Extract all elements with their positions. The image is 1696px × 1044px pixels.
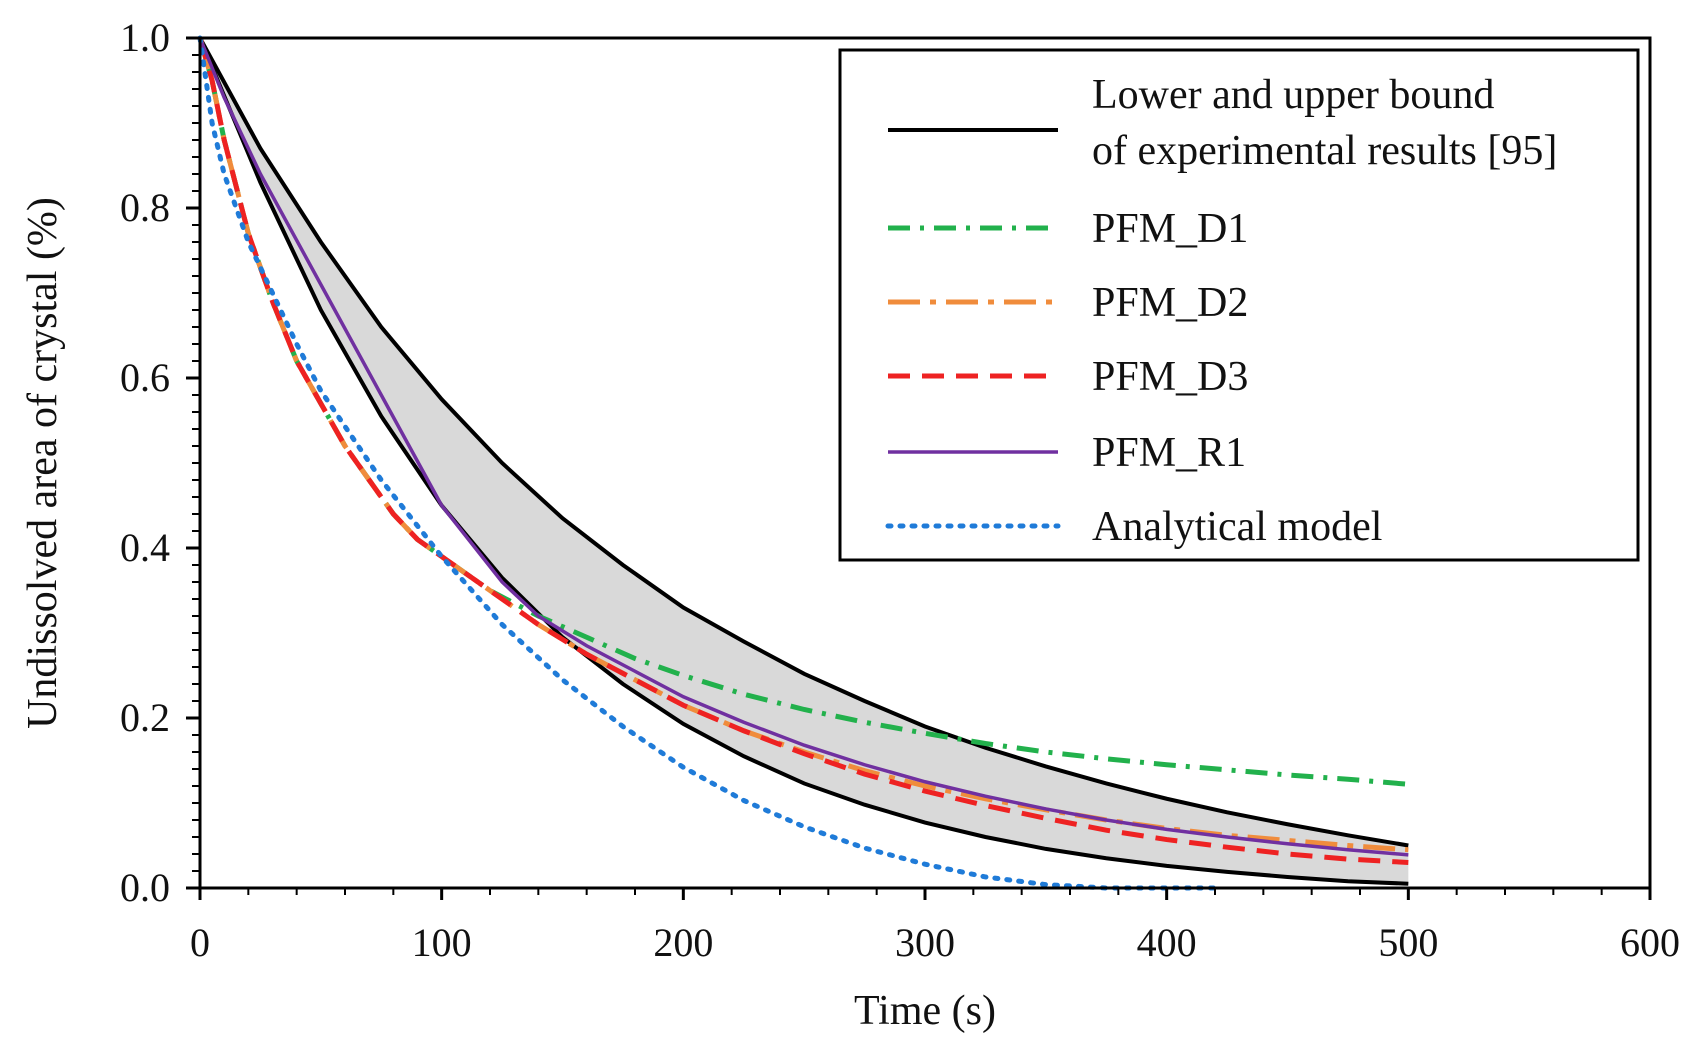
- legend-label-band: of experimental results [95]: [1092, 128, 1557, 174]
- band-lower-line: [198, 37, 1409, 886]
- series-line-4: [198, 37, 1409, 857]
- y-tick-label: 0.2: [120, 695, 170, 740]
- x-tick-label: 0: [190, 920, 210, 965]
- y-tick-label: 0.0: [120, 865, 170, 910]
- y-tick-label: 1.0: [120, 15, 170, 60]
- legend-label-4: PFM_R1: [1092, 430, 1246, 476]
- x-axis-label: Time (s): [854, 988, 996, 1034]
- legend: Lower and upper bound of experimental res…: [838, 48, 1640, 562]
- series-line-1: [197, 37, 1409, 787]
- y-tick-label: 0.6: [120, 355, 170, 400]
- series-line-5: [197, 35, 1218, 891]
- legend-label-band: Lower and upper bound: [1092, 72, 1494, 118]
- y-tick-label: 0.4: [120, 525, 170, 570]
- legend-label-2: PFM_D2: [1092, 280, 1248, 326]
- x-axis: 0 100 200 300 400 500 600: [190, 888, 1680, 965]
- x-tick-label: 200: [653, 920, 713, 965]
- y-tick-label: 0.8: [120, 185, 170, 230]
- legend-items: Lower and upper bound of experimental res…: [885, 72, 1557, 550]
- band-fill: [200, 38, 1409, 884]
- legend-label-3: PFM_D3: [1092, 354, 1248, 400]
- band-upper-line: [198, 37, 1409, 848]
- y-axis: 0.0 0.2 0.4 0.6 0.8 1.0: [120, 15, 200, 910]
- legend-box: [838, 48, 1640, 562]
- legend-label-1: PFM_D1: [1092, 206, 1248, 252]
- series-line-3: [197, 37, 1409, 865]
- x-tick-label: 300: [895, 920, 955, 965]
- legend-label-5: Analytical model: [1092, 504, 1382, 550]
- experimental-band: [198, 37, 1409, 886]
- x-tick-label: 100: [412, 920, 472, 965]
- series-lines: [197, 35, 1409, 891]
- x-tick-label: 400: [1137, 920, 1197, 965]
- y-axis-label: Undissolved area of crystal (%): [20, 197, 66, 729]
- x-tick-label: 600: [1620, 920, 1680, 965]
- x-tick-label: 500: [1378, 920, 1438, 965]
